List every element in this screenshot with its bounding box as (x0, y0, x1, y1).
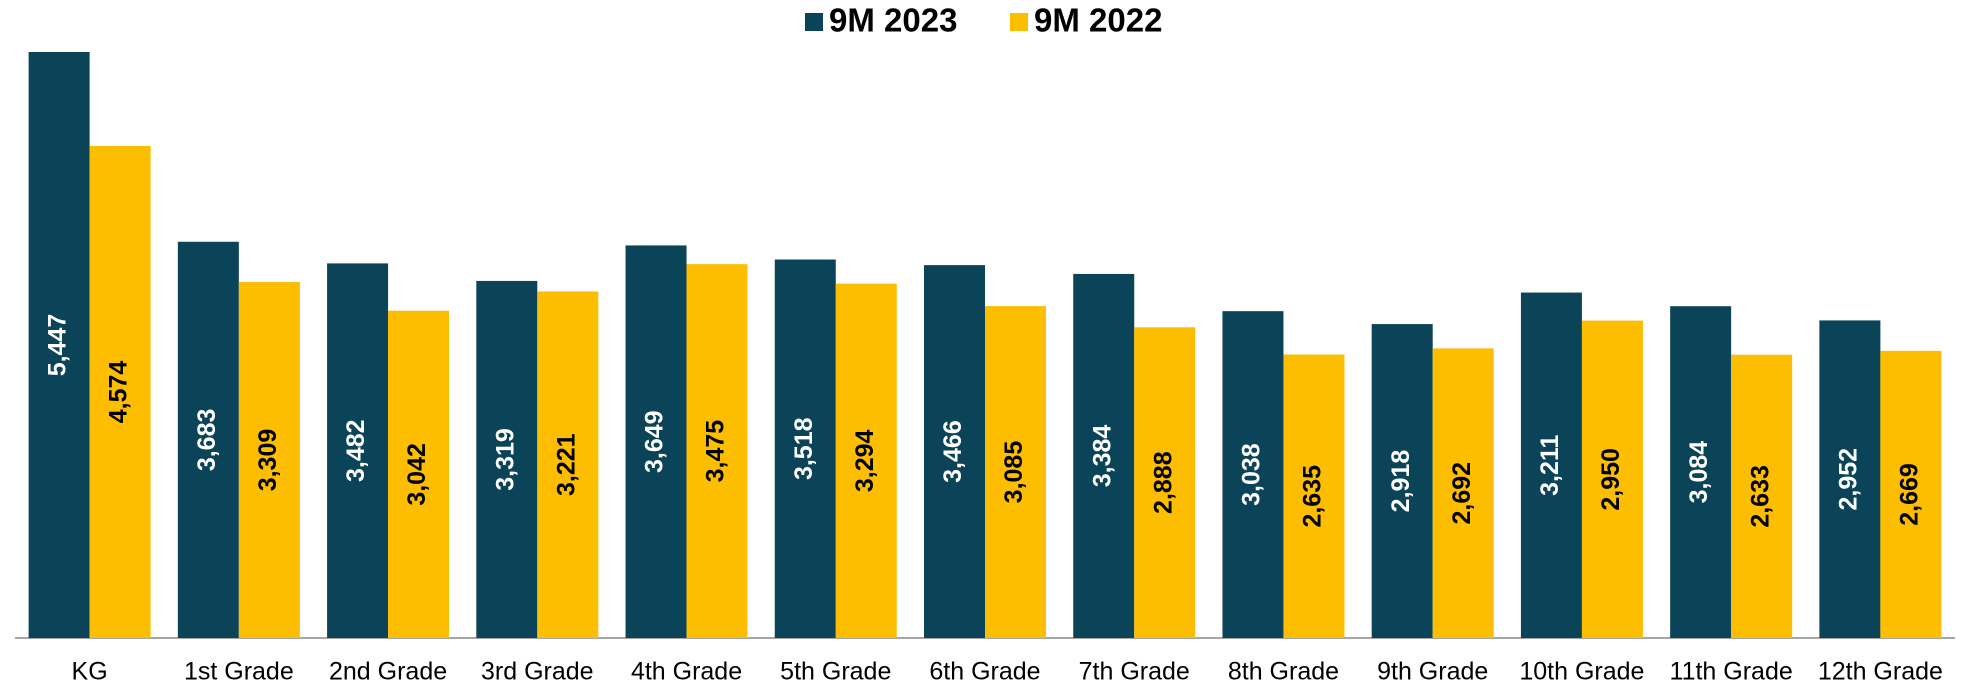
bar (1073, 273, 1135, 638)
bar (388, 310, 450, 638)
data-label: 3,221 (552, 433, 580, 496)
bar (774, 259, 836, 638)
bar (924, 265, 985, 638)
legend-label: 9M 2022 (1034, 2, 1162, 39)
data-label: 5,447 (44, 314, 72, 377)
bar (835, 283, 897, 638)
legend-swatch (1010, 13, 1028, 31)
data-label: 3,309 (254, 429, 282, 492)
data-label: 3,466 (939, 420, 967, 483)
bar (476, 280, 538, 638)
x-tick-label: 10th Grade (1519, 658, 1644, 686)
bar (1222, 311, 1284, 638)
x-tick-label: 4th Grade (631, 658, 742, 686)
data-label: 3,319 (491, 428, 519, 491)
bar (1134, 327, 1196, 638)
bar (1581, 320, 1643, 638)
data-label: 3,211 (1536, 435, 1564, 496)
data-label: 3,294 (851, 429, 879, 492)
x-tick-label: 3rd Grade (481, 658, 594, 686)
bar (1670, 306, 1732, 638)
x-tick-label: 9th Grade (1377, 658, 1488, 686)
data-label: 3,649 (641, 410, 669, 473)
bar (1283, 354, 1345, 638)
bar (537, 291, 599, 638)
bar (985, 306, 1046, 638)
bar (1731, 354, 1793, 638)
bar (89, 145, 151, 638)
data-label: 3,084 (1685, 441, 1713, 504)
bar (177, 241, 239, 639)
data-label: 2,918 (1387, 450, 1415, 513)
bar (1520, 292, 1582, 638)
x-tick-label: 6th Grade (929, 658, 1040, 686)
data-label: 3,042 (403, 443, 431, 506)
bar (238, 282, 300, 638)
x-tick-label: 5th Grade (780, 658, 891, 686)
bar (686, 264, 748, 638)
bar (1371, 324, 1433, 638)
data-label: 3,683 (193, 409, 221, 472)
data-label: 3,384 (1088, 425, 1116, 488)
bar (1819, 320, 1881, 638)
x-tick-label: KG (72, 658, 108, 686)
x-tick-label: 1st Grade (184, 658, 294, 686)
legend-swatch (805, 13, 823, 31)
data-label: 2,952 (1834, 448, 1862, 511)
bar (327, 263, 389, 638)
bar (625, 245, 687, 638)
bar (1432, 348, 1494, 638)
x-tick-label: 12th Grade (1818, 658, 1943, 686)
data-label: 2,635 (1299, 465, 1327, 528)
data-label: 4,574 (105, 361, 133, 424)
data-label: 2,888 (1149, 451, 1177, 514)
data-label: 3,482 (342, 419, 370, 482)
x-tick-label: 8th Grade (1228, 658, 1339, 686)
bar (28, 52, 90, 638)
data-label: 2,669 (1895, 463, 1923, 526)
legend-label: 9M 2023 (829, 2, 957, 39)
data-label: 3,475 (702, 420, 730, 483)
data-label: 2,692 (1448, 462, 1476, 525)
x-tick-label: 2nd Grade (329, 658, 447, 686)
data-label: 2,633 (1746, 465, 1774, 528)
data-label: 3,038 (1238, 443, 1266, 506)
data-label: 3,085 (1000, 441, 1028, 504)
data-label: 2,950 (1597, 448, 1625, 511)
data-label: 3,518 (790, 417, 818, 480)
x-tick-label: 7th Grade (1079, 658, 1190, 686)
bar (1880, 350, 1942, 638)
x-tick-label: 11th Grade (1670, 658, 1793, 686)
